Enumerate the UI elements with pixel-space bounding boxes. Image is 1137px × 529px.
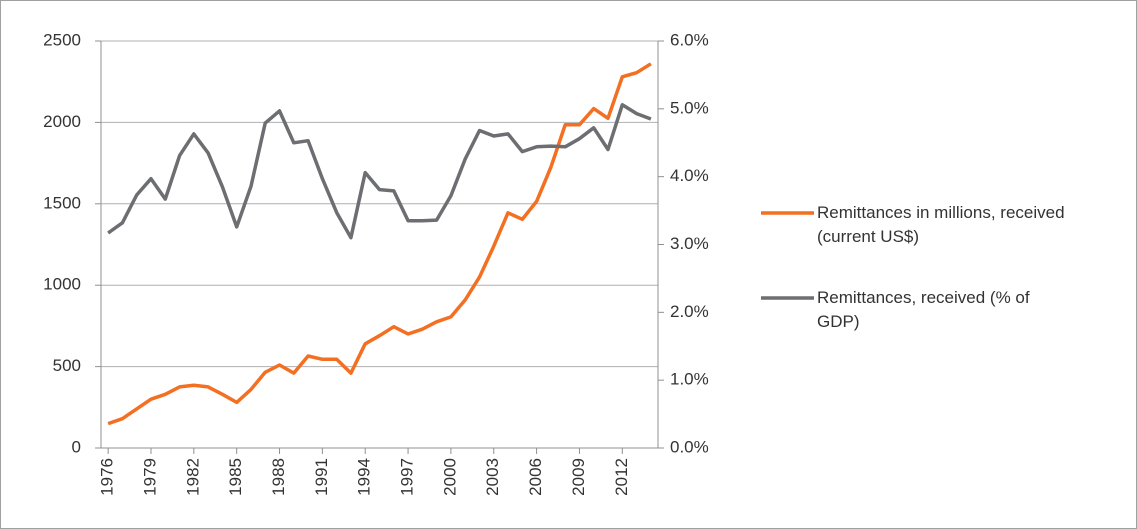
x-tick-label: 2012: [612, 458, 631, 496]
x-tick-label: 1991: [312, 458, 331, 496]
x-tick-label: 1982: [183, 458, 202, 496]
x-tick-label: 2000: [440, 458, 459, 496]
y-tick-label: 2500: [43, 30, 81, 49]
y2-tick-label: 0.0%: [670, 437, 709, 456]
y-tick-label: 2000: [43, 112, 81, 131]
series-line: [107, 62, 652, 426]
y2-tick-label: 2.0%: [670, 302, 709, 321]
x-tick-label: 1994: [355, 458, 374, 496]
x-tick-label: 2009: [569, 458, 588, 496]
legend-label: Remittances, received (% of GDP): [817, 288, 1030, 331]
x-tick-label: 2003: [483, 458, 502, 496]
y-tick-label: 1000: [43, 275, 81, 294]
x-tick-label: 1979: [140, 458, 159, 496]
y2-tick-label: 5.0%: [670, 98, 709, 117]
legend-label: Remittances in millions, received (curre…: [817, 203, 1065, 246]
x-tick-label: 1976: [98, 458, 117, 496]
y-tick-label: 0: [72, 437, 81, 456]
y-tick-label: 1500: [43, 193, 81, 212]
series-line: [107, 103, 652, 240]
x-tick-label: 1988: [269, 458, 288, 496]
y-tick-label: 500: [53, 356, 81, 375]
y2-tick-label: 6.0%: [670, 30, 709, 49]
x-tick-label: 1985: [226, 458, 245, 496]
y2-tick-label: 1.0%: [670, 370, 709, 389]
y2-tick-label: 4.0%: [670, 166, 709, 185]
x-tick-label: 2006: [526, 458, 545, 496]
y2-tick-label: 3.0%: [670, 234, 709, 253]
x-tick-label: 1997: [398, 458, 417, 496]
